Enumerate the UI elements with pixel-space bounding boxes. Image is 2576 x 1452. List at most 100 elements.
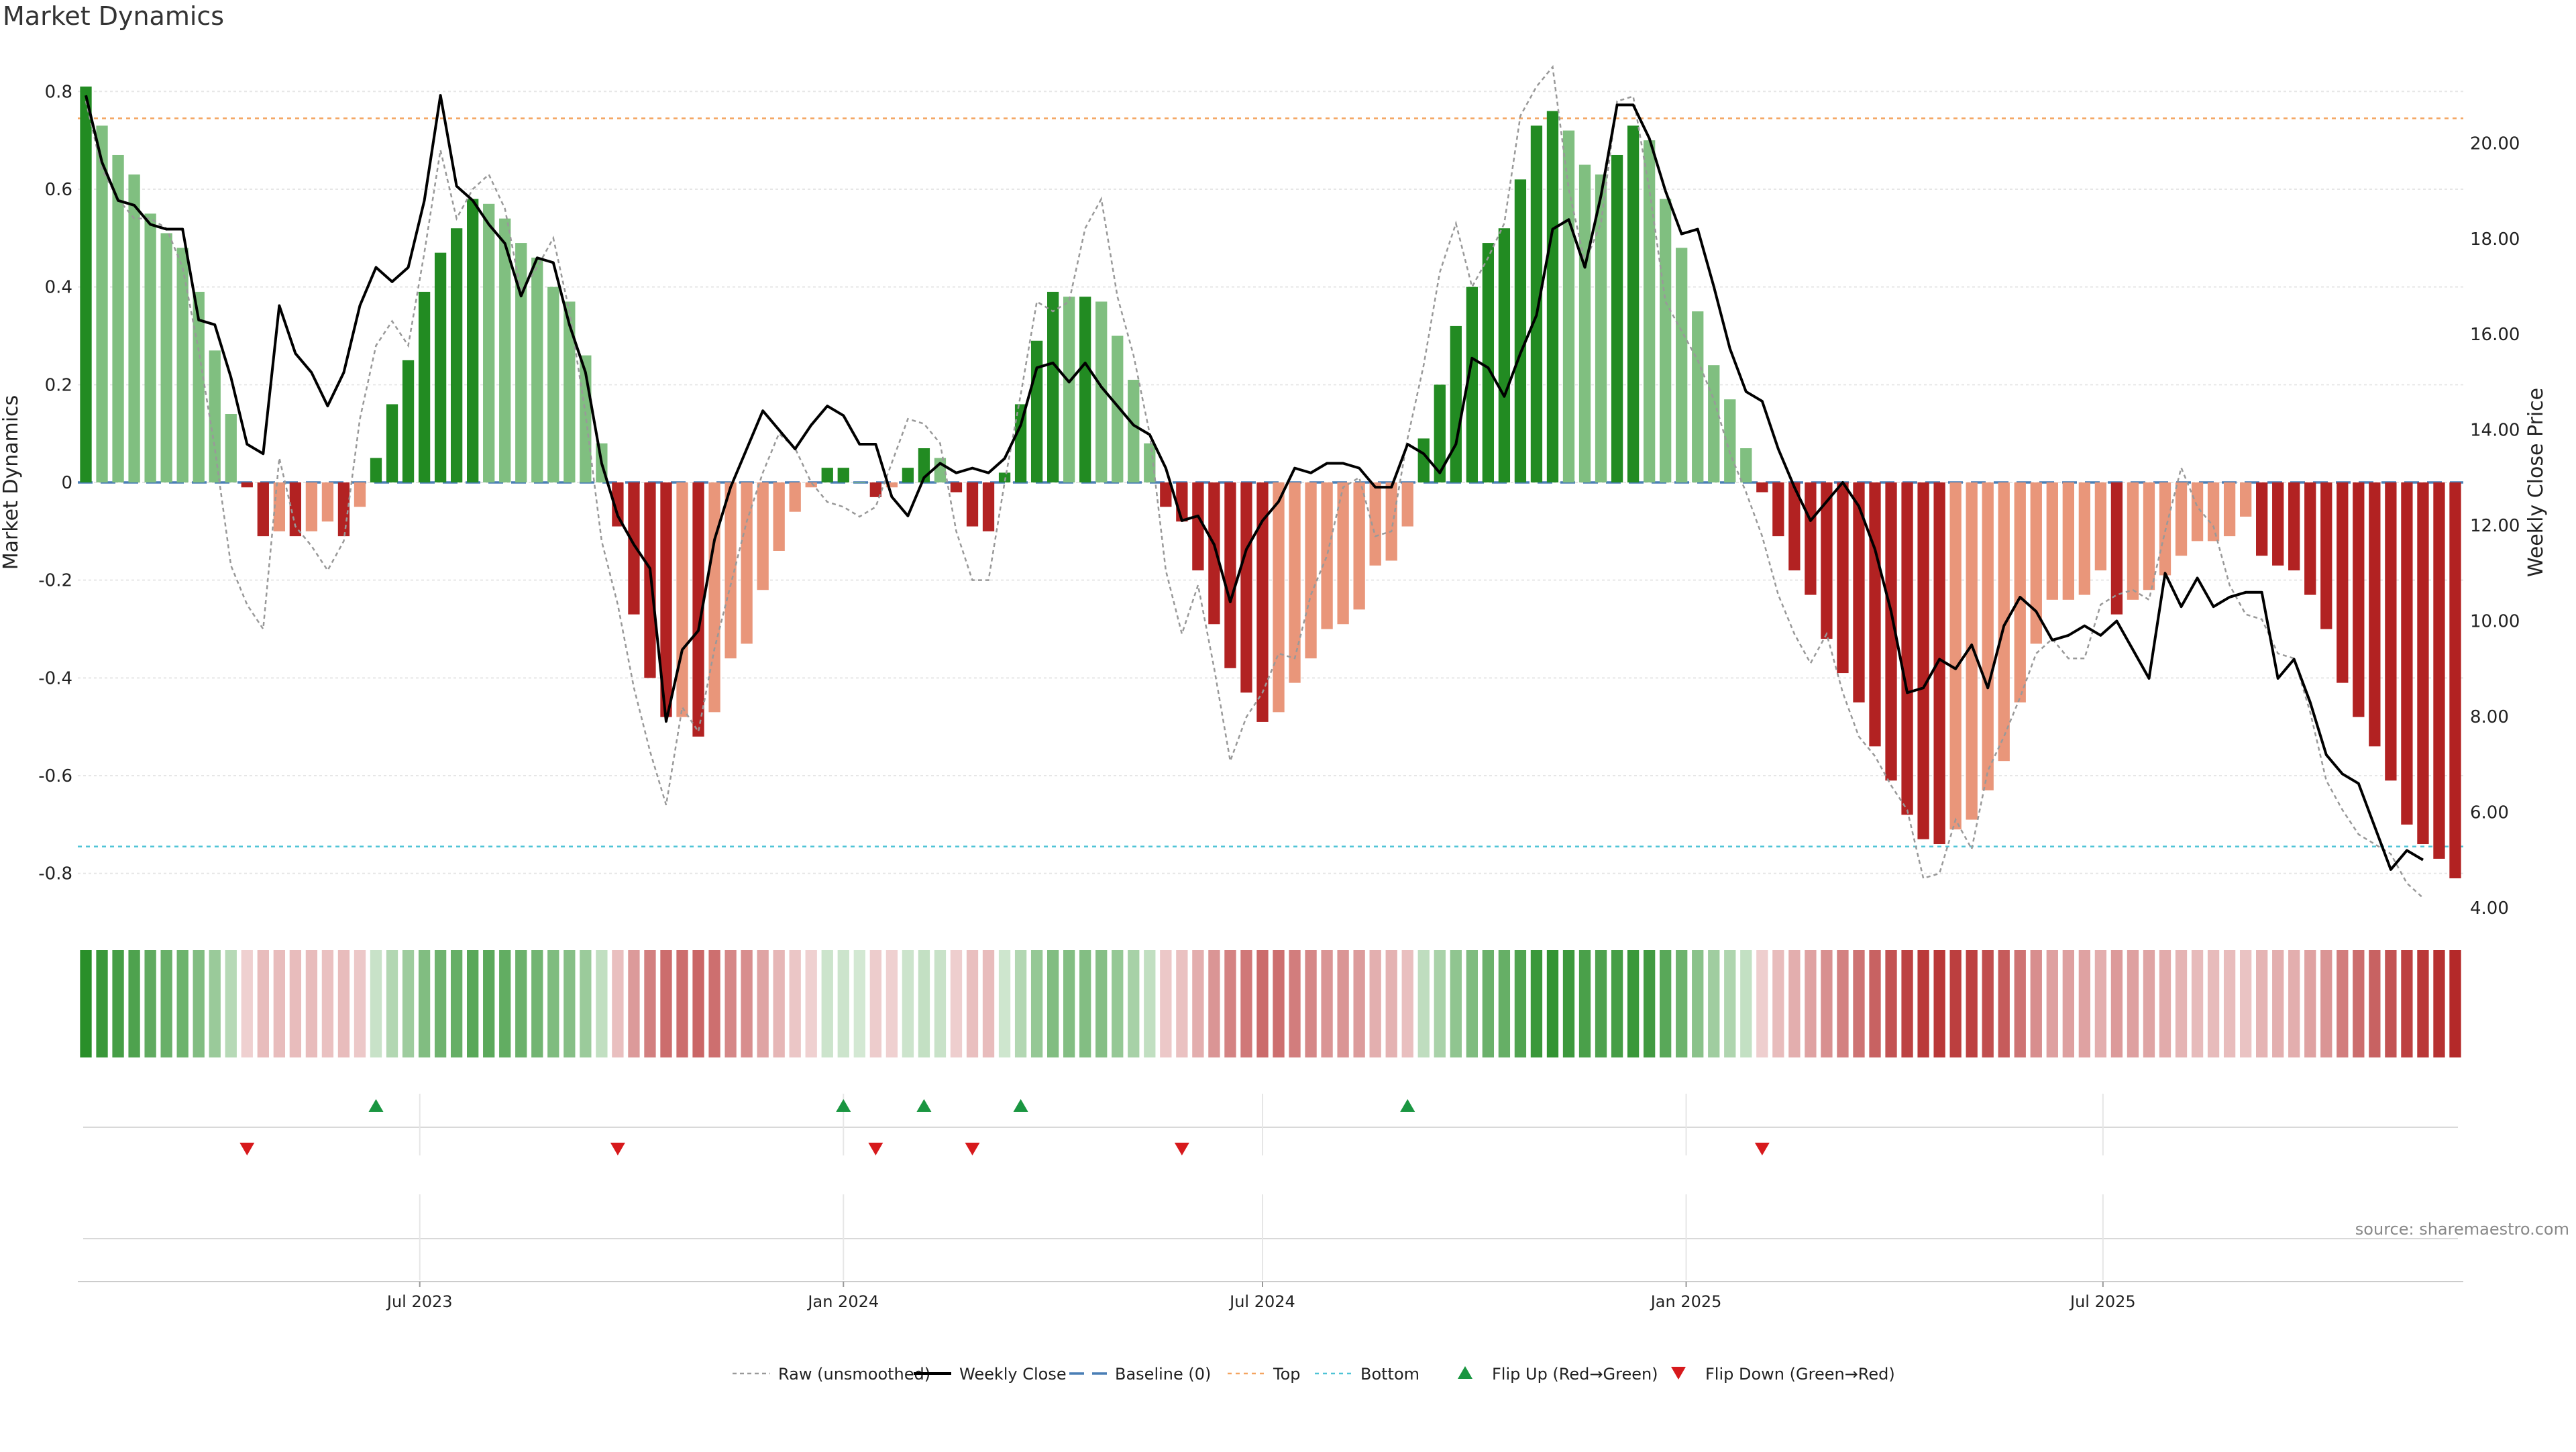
dynamics-bar (934, 458, 947, 482)
strength-cell (692, 950, 704, 1057)
strength-cell (1676, 950, 1688, 1057)
y-right-tick-label: 10.00 (2470, 612, 2520, 632)
dynamics-bar (1095, 301, 1108, 482)
strength-cell (1740, 950, 1752, 1057)
dynamics-bar (1482, 243, 1495, 482)
y-right-tick-label: 4.00 (2470, 898, 2509, 919)
strength-cell (1482, 950, 1495, 1057)
strength-cell (757, 950, 769, 1057)
dynamics-bar (2223, 482, 2236, 537)
dynamics-bar (1821, 482, 1833, 639)
flip-down-marker (1754, 1143, 1770, 1155)
flip-down-marker (868, 1143, 883, 1155)
dynamics-bar (1578, 164, 1591, 482)
strength-cell (1966, 950, 1978, 1057)
dynamics-bar (1724, 399, 1736, 482)
dynamics-bar (354, 482, 366, 507)
strength-cell (2110, 950, 2123, 1057)
strength-cell (2078, 950, 2091, 1057)
strength-cell (612, 950, 624, 1057)
strength-cell (773, 950, 785, 1057)
y-right-tick-label: 12.00 (2470, 516, 2520, 536)
strength-cell (2401, 950, 2413, 1057)
strength-cell (1724, 950, 1736, 1057)
dynamics-bar (1305, 482, 1317, 659)
flip-up-marker (836, 1099, 851, 1112)
strength-cell (1869, 950, 1881, 1057)
strength-cell (96, 950, 108, 1057)
dynamics-bar (757, 482, 769, 590)
strength-cell (1660, 950, 1672, 1057)
strength-cell (1530, 950, 1543, 1057)
strength-cell (2337, 950, 2349, 1057)
strength-cell (144, 950, 156, 1057)
strength-cell (515, 950, 527, 1057)
strength-cell (2433, 950, 2445, 1057)
strength-cell (1353, 950, 1365, 1057)
strength-cell (1337, 950, 1349, 1057)
strength-cell (1014, 950, 1027, 1057)
legend-item: Baseline (0) (1069, 1365, 1211, 1384)
legend-label: Weekly Close (959, 1365, 1067, 1384)
dynamics-bar (1805, 482, 1817, 595)
strength-cell (1788, 950, 1801, 1057)
dynamics-bar (2062, 482, 2074, 600)
dynamics-bar (128, 174, 140, 482)
x-tick-label: Jan 2024 (806, 1292, 879, 1311)
dynamics-bar (1853, 482, 1865, 703)
dynamics-bar (515, 243, 527, 482)
dynamics-bar (564, 301, 576, 482)
strength-cell (1063, 950, 1075, 1057)
dynamics-bar (450, 228, 463, 482)
raw-series (85, 64, 2424, 899)
strength-cell (1885, 950, 1897, 1057)
strength-cell (305, 950, 318, 1057)
strength-cell (1192, 950, 1204, 1057)
strength-cell (1176, 950, 1188, 1057)
strength-cell (1578, 950, 1591, 1057)
strength-cell (660, 950, 672, 1057)
dynamics-bar (789, 482, 801, 512)
dynamics-bar (902, 468, 914, 482)
dynamics-bar (1982, 482, 1994, 790)
dynamics-bar (950, 482, 963, 492)
dynamics-bar (1708, 365, 1720, 482)
dynamics-bar (112, 154, 124, 482)
x-tick-label: Jul 2024 (1228, 1292, 1295, 1311)
dynamics-bar (1998, 482, 2010, 762)
strength-cell (1030, 950, 1043, 1057)
dynamics-bar (2239, 482, 2252, 517)
strength-cell (1450, 950, 1462, 1057)
dynamics-bar (305, 482, 318, 531)
chart-title: Market Dynamics (3, 1, 225, 31)
y-left-tick-label: -0.2 (38, 571, 72, 591)
dynamics-bar (418, 291, 431, 482)
dynamics-bar (1514, 179, 1527, 482)
strength-cell (402, 950, 415, 1057)
dynamics-bar (1901, 482, 1913, 815)
strength-cell (789, 950, 801, 1057)
legend-label: Flip Down (Green→Red) (1705, 1365, 1895, 1384)
strength-cell (1046, 950, 1059, 1057)
strength-cell (1289, 950, 1301, 1057)
legend-label: Top (1273, 1365, 1301, 1384)
strength-cell (1095, 950, 1108, 1057)
dynamics-bar (1128, 380, 1140, 482)
strength-cell (885, 950, 898, 1057)
strength-cell (934, 950, 947, 1057)
dynamics-bar (2207, 482, 2220, 541)
strength-cell (1273, 950, 1285, 1057)
legend-label: Raw (unsmoothed) (778, 1365, 930, 1384)
strength-cell (966, 950, 979, 1057)
dynamics-bar (2385, 482, 2397, 781)
strength-cell (1708, 950, 1720, 1057)
y-left-tick-label: -0.6 (38, 766, 72, 786)
y-right-tick-label: 6.00 (2470, 802, 2509, 823)
dynamics-bar (96, 125, 108, 483)
source-note: source: sharemaestro.com (2355, 1220, 2569, 1239)
strength-cell (902, 950, 914, 1057)
dynamics-bar (499, 218, 511, 482)
x-tick-label: Jul 2025 (2069, 1292, 2136, 1311)
dynamics-bar (2369, 482, 2381, 747)
